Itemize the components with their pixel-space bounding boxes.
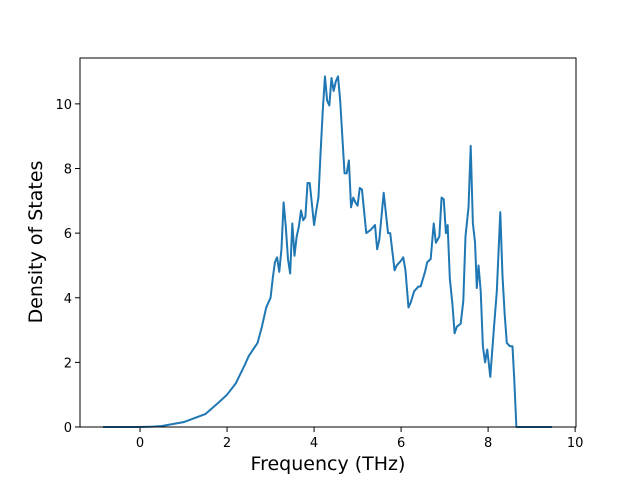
y-tick-label: 8: [64, 163, 72, 178]
x-tick-label: 6: [397, 436, 405, 451]
data-line: [103, 75, 553, 428]
y-tick-label: 4: [64, 292, 72, 307]
x-tick-label: 8: [484, 436, 492, 451]
y-tick-label: 2: [64, 356, 72, 371]
x-tick-label: 0: [136, 436, 144, 451]
y-tick-label: 10: [55, 98, 72, 113]
y-tick-label: 0: [64, 421, 72, 436]
y-tick-label: 6: [64, 227, 72, 242]
plot-frame: [79, 57, 577, 428]
x-tick-label: 4: [310, 436, 318, 451]
x-axis-label: Frequency (THz): [251, 453, 406, 475]
y-axis-label: Density of States: [25, 161, 47, 324]
x-tick-label: 2: [223, 436, 231, 451]
x-tick-label: 10: [567, 436, 584, 451]
